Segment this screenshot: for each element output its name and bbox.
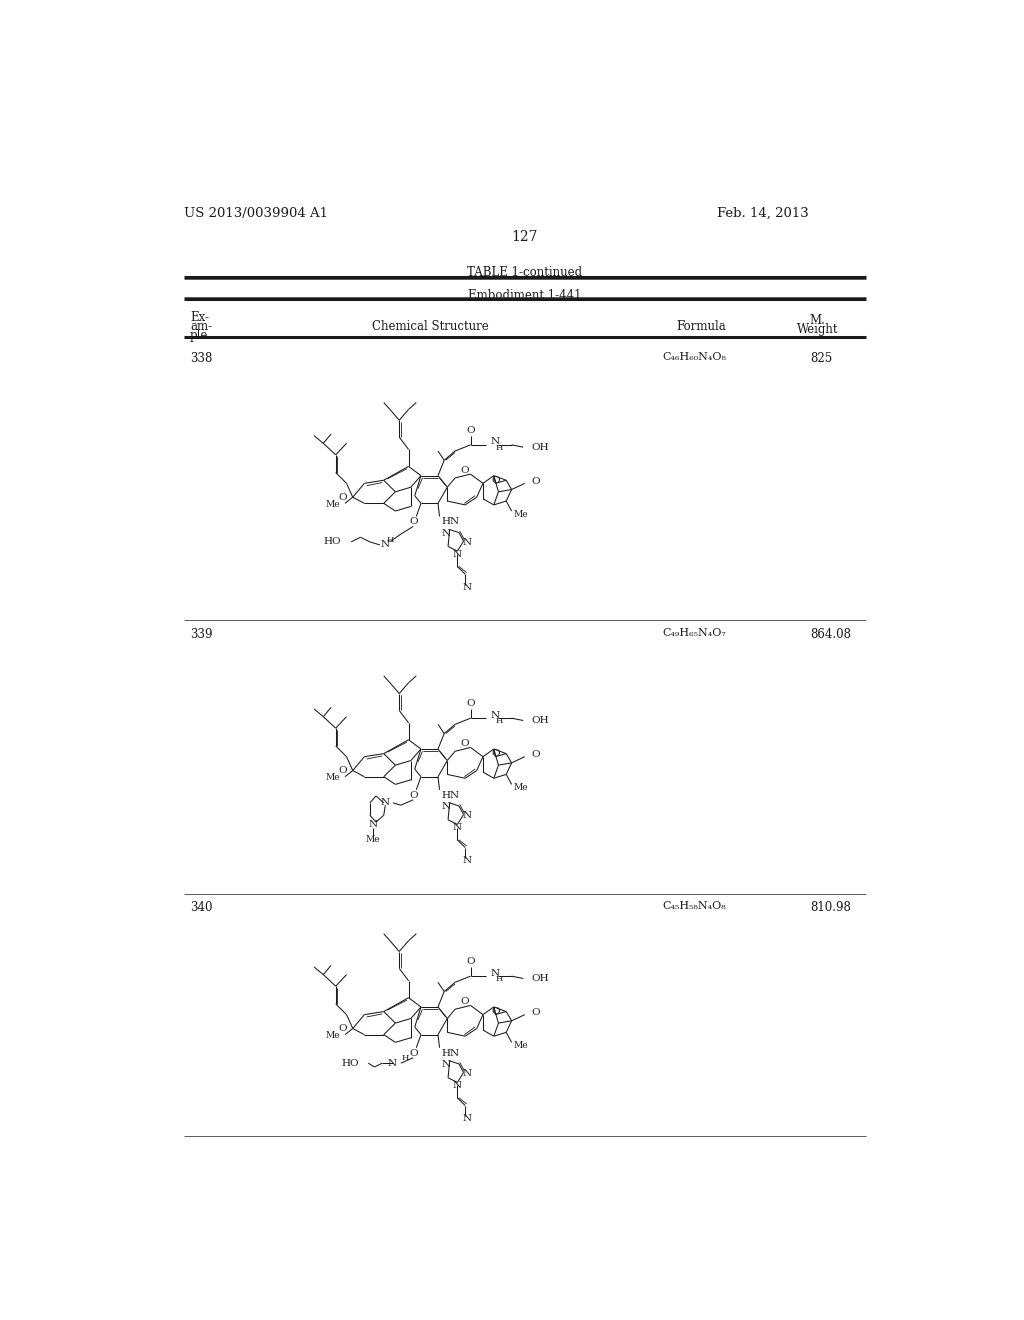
Text: N: N xyxy=(490,969,500,978)
Text: Formula: Formula xyxy=(677,321,726,333)
Text: 338: 338 xyxy=(190,352,212,366)
Text: N: N xyxy=(462,539,471,546)
Text: Me: Me xyxy=(513,1041,527,1049)
Text: Ex-: Ex- xyxy=(190,312,209,323)
Text: OH: OH xyxy=(531,715,549,725)
Text: 340: 340 xyxy=(190,902,213,915)
Text: Chemical Structure: Chemical Structure xyxy=(372,321,488,333)
Text: N: N xyxy=(381,540,390,549)
Text: OH: OH xyxy=(531,442,549,451)
Text: N: N xyxy=(453,1081,462,1090)
Text: N: N xyxy=(462,583,471,591)
Text: Me: Me xyxy=(326,1031,340,1040)
Text: Embodiment 1-441: Embodiment 1-441 xyxy=(468,289,582,301)
Text: O: O xyxy=(461,466,469,475)
Text: O: O xyxy=(466,957,475,966)
Text: Me: Me xyxy=(513,510,527,519)
Text: C₄₉H₆₅N₄O₇: C₄₉H₆₅N₄O₇ xyxy=(663,628,727,638)
Text: C₄₆H₆₀N₄O₈: C₄₆H₆₀N₄O₈ xyxy=(663,352,727,363)
Text: O: O xyxy=(492,475,501,484)
Text: O: O xyxy=(339,1024,347,1034)
Text: TABLE 1-continued: TABLE 1-continued xyxy=(467,267,583,280)
Text: N: N xyxy=(369,820,378,829)
Text: HO: HO xyxy=(341,1059,359,1068)
Text: HN: HN xyxy=(442,791,460,800)
Text: O: O xyxy=(531,750,540,759)
Text: H: H xyxy=(401,1053,409,1061)
Text: O: O xyxy=(531,477,540,486)
Text: O: O xyxy=(339,492,347,502)
Text: N: N xyxy=(453,549,462,558)
Text: H: H xyxy=(496,975,503,983)
Text: 127: 127 xyxy=(512,230,538,244)
Text: HN: HN xyxy=(442,1048,460,1057)
Text: 339: 339 xyxy=(190,628,213,642)
Text: Me: Me xyxy=(326,774,340,781)
Text: M.: M. xyxy=(810,314,825,327)
Text: 825: 825 xyxy=(810,352,833,366)
Text: Me: Me xyxy=(326,500,340,508)
Text: N: N xyxy=(380,799,389,808)
Text: O: O xyxy=(466,426,475,434)
Text: Feb. 14, 2013: Feb. 14, 2013 xyxy=(717,207,809,220)
Text: O: O xyxy=(531,1008,540,1016)
Text: 864.08: 864.08 xyxy=(810,628,851,642)
Text: O: O xyxy=(466,700,475,708)
Text: OH: OH xyxy=(531,974,549,983)
Text: Weight: Weight xyxy=(797,323,839,337)
Text: ple: ple xyxy=(190,330,208,342)
Text: N: N xyxy=(490,437,500,446)
Text: O: O xyxy=(409,791,418,800)
Text: N: N xyxy=(441,529,451,537)
Text: H: H xyxy=(496,444,503,451)
Text: N: N xyxy=(441,1060,451,1069)
Text: am-: am- xyxy=(190,321,212,333)
Text: H: H xyxy=(496,717,503,725)
Text: C₄₅H₅₈N₄O₈: C₄₅H₅₈N₄O₈ xyxy=(663,902,726,911)
Text: HN: HN xyxy=(442,517,460,527)
Text: N: N xyxy=(388,1059,397,1068)
Text: O: O xyxy=(461,739,469,748)
Text: Me: Me xyxy=(513,783,527,792)
Text: O: O xyxy=(409,1048,418,1057)
Text: O: O xyxy=(492,750,501,758)
Text: US 2013/0039904 A1: US 2013/0039904 A1 xyxy=(183,207,328,220)
Text: 810.98: 810.98 xyxy=(810,902,851,915)
Text: N: N xyxy=(462,1069,471,1078)
Text: N: N xyxy=(462,857,471,865)
Text: H: H xyxy=(386,536,393,544)
Text: N: N xyxy=(462,812,471,821)
Text: O: O xyxy=(492,1007,501,1016)
Text: N: N xyxy=(453,824,462,832)
Text: O: O xyxy=(461,997,469,1006)
Text: O: O xyxy=(339,766,347,775)
Text: O: O xyxy=(409,517,418,527)
Text: N: N xyxy=(490,710,500,719)
Text: N: N xyxy=(462,1114,471,1123)
Text: Me: Me xyxy=(366,836,380,845)
Text: HO: HO xyxy=(324,537,341,546)
Text: N: N xyxy=(441,803,451,812)
